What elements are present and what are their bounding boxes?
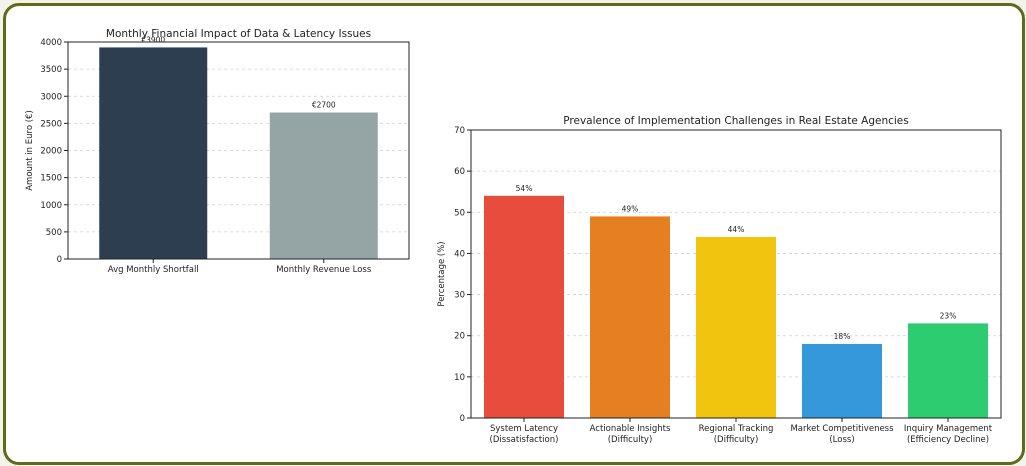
y-axis-label: Amount in Euro (€) [25, 110, 35, 191]
plot-frame [470, 129, 1002, 419]
y-tick-label: 1500 [40, 174, 62, 184]
x-tick-label: Monthly Revenue Loss [276, 265, 372, 275]
dashboard-frame: Monthly Financial Impact of Data & Laten… [3, 3, 1025, 465]
bar [484, 195, 564, 418]
x-tick-label: System Latency [490, 424, 558, 434]
y-tick-label: 60 [454, 167, 465, 177]
bar [99, 47, 208, 259]
y-tick-label: 4000 [40, 38, 62, 48]
y-tick-label: 20 [454, 332, 465, 342]
data-label: €3900 [141, 35, 165, 44]
x-tick-label: Inquiry Management [904, 424, 993, 434]
x-tick-label: Actionable Insights [590, 424, 671, 434]
x-tick-label: Avg Monthly Shortfall [108, 265, 199, 275]
data-label: 44% [728, 225, 745, 234]
bar [908, 323, 988, 418]
y-tick-label: 40 [454, 249, 465, 259]
y-tick-label: 0 [460, 414, 465, 424]
bar [696, 236, 776, 418]
x-tick-label: (Efficiency Decline) [907, 435, 989, 445]
chart-2: Prevalence of Implementation Challenges … [437, 115, 1002, 445]
y-tick-label: 2500 [40, 119, 62, 129]
x-tick-label: (Loss) [829, 435, 854, 445]
data-label: 54% [516, 184, 533, 193]
chart-1: Monthly Financial Impact of Data & Laten… [25, 28, 410, 275]
y-tick-label: 30 [454, 291, 465, 301]
y-tick-label: 70 [454, 126, 465, 136]
chart-title: Prevalence of Implementation Challenges … [563, 115, 908, 127]
chart-title: Monthly Financial Impact of Data & Laten… [106, 28, 371, 40]
y-tick-label: 500 [46, 228, 62, 238]
data-label: 49% [622, 204, 639, 213]
bar [802, 343, 882, 418]
x-tick-label: Regional Tracking [699, 424, 774, 434]
bar [269, 112, 378, 260]
y-tick-label: 3500 [40, 65, 62, 75]
y-tick-label: 10 [454, 373, 465, 383]
plot-frame [67, 41, 410, 260]
x-tick-label: (Difficulty) [714, 435, 759, 445]
x-tick-label: Market Competitiveness [790, 424, 894, 434]
data-label: 18% [834, 332, 851, 341]
x-tick-label: (Dissatisfaction) [490, 435, 559, 445]
y-tick-label: 50 [454, 208, 465, 218]
data-label: 23% [940, 311, 957, 320]
x-tick-label: (Difficulty) [608, 435, 653, 445]
data-label: €2700 [312, 101, 336, 110]
y-tick-label: 1000 [40, 201, 62, 211]
y-tick-label: 2000 [40, 147, 62, 157]
charts-canvas: Monthly Financial Impact of Data & Laten… [25, 28, 1002, 445]
bar [590, 216, 670, 418]
y-tick-label: 0 [57, 255, 62, 265]
y-axis-label: Percentage (%) [437, 241, 447, 306]
y-tick-label: 3000 [40, 92, 62, 102]
